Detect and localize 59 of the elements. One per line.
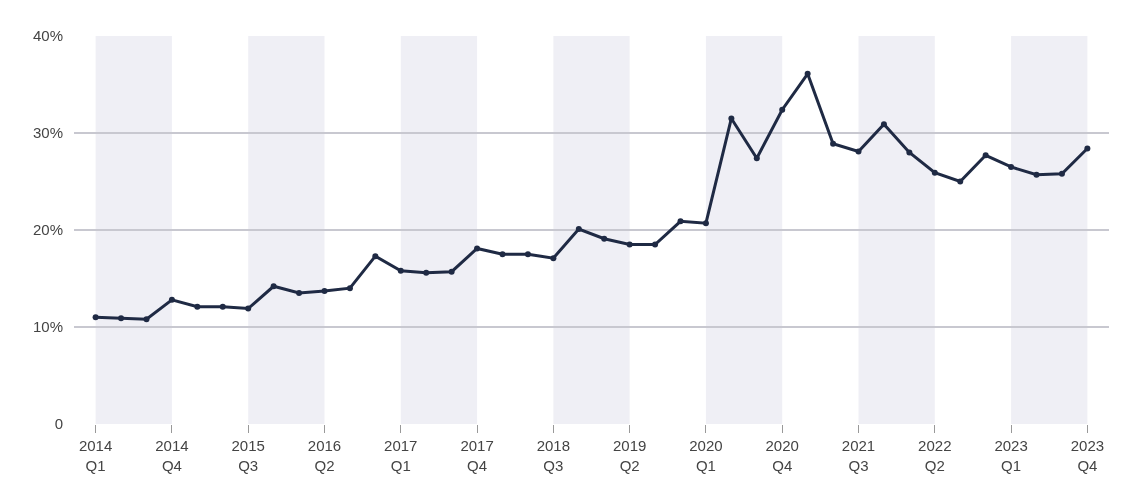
y-tick-label: 10% <box>32 318 63 336</box>
point <box>855 148 862 155</box>
point <box>830 140 837 147</box>
point <box>575 226 582 233</box>
y-tick-label: 40% <box>32 27 63 45</box>
x-tick-label: 2021 Q3 <box>841 437 876 474</box>
point <box>626 241 633 248</box>
x-tick-label: 2016 Q2 <box>307 437 342 474</box>
point <box>753 155 760 162</box>
point <box>1033 171 1040 178</box>
point <box>219 303 226 310</box>
point <box>550 255 557 262</box>
point <box>346 285 353 292</box>
point <box>880 121 887 128</box>
point <box>397 267 404 274</box>
x-tick-label: 2018 Q3 <box>536 437 571 474</box>
x-tick-label: 2014 Q1 <box>78 437 113 474</box>
y-tick-label: 0 <box>54 415 63 433</box>
point <box>677 218 684 225</box>
point <box>270 283 277 290</box>
point <box>168 296 175 303</box>
point <box>702 220 709 227</box>
point <box>423 269 430 276</box>
point <box>499 251 506 258</box>
x-tick-label: 2019 Q2 <box>612 437 647 474</box>
point <box>652 241 659 248</box>
point <box>92 314 99 321</box>
x-tick-label: 2023 Q4 <box>1070 437 1105 474</box>
point <box>194 303 201 310</box>
point <box>931 169 938 176</box>
point <box>448 268 455 275</box>
point <box>601 235 608 242</box>
point <box>245 305 252 312</box>
point <box>372 253 379 260</box>
point <box>1084 145 1091 152</box>
x-tick-label: 2017 Q1 <box>384 437 418 474</box>
point <box>906 149 913 156</box>
point <box>982 152 989 159</box>
point <box>804 70 811 77</box>
x-tick-label: 2020 Q1 <box>689 437 723 474</box>
y-tick-label: 20% <box>32 221 63 239</box>
point <box>321 288 328 295</box>
point <box>524 251 531 258</box>
x-tick-label: 2014 Q4 <box>155 437 189 474</box>
point <box>728 115 735 122</box>
point <box>1008 163 1015 170</box>
x-tick-label: 2020 Q4 <box>765 437 799 474</box>
point <box>296 290 303 297</box>
point <box>118 315 125 322</box>
x-tick-label: 2017 Q4 <box>460 437 494 474</box>
point <box>474 245 481 252</box>
point <box>779 106 786 113</box>
point <box>143 316 150 323</box>
y-tick-label: 30% <box>32 124 63 142</box>
x-tick-label: 2015 Q3 <box>231 437 265 474</box>
x-tick-label: 2023 Q1 <box>994 437 1028 474</box>
point <box>957 178 964 185</box>
point <box>1058 170 1065 177</box>
x-tick-label: 2022 Q2 <box>918 437 952 474</box>
